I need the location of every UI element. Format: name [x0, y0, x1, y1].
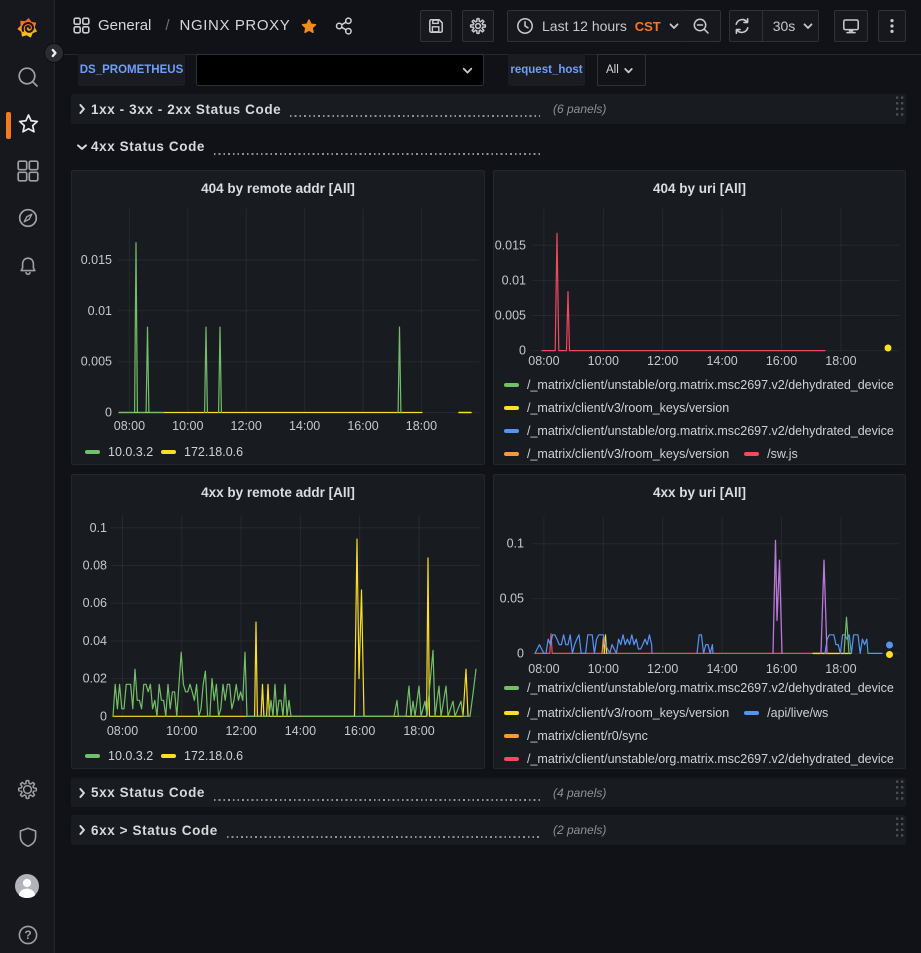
svg-text:0.005: 0.005	[81, 355, 112, 369]
svg-text:0.02: 0.02	[83, 672, 107, 686]
svg-text:12:00: 12:00	[231, 419, 262, 433]
svg-text:10:00: 10:00	[166, 724, 197, 738]
svg-text:10:00: 10:00	[172, 419, 203, 433]
svg-text:0.005: 0.005	[495, 309, 526, 323]
svg-text:14:00: 14:00	[706, 354, 737, 368]
svg-text:0.1: 0.1	[90, 521, 107, 535]
svg-text:18:00: 18:00	[403, 724, 434, 738]
svg-text:16:00: 16:00	[347, 419, 378, 433]
svg-text:0.015: 0.015	[81, 253, 112, 267]
svg-text:08:00: 08:00	[114, 419, 145, 433]
svg-text:18:00: 18:00	[406, 419, 437, 433]
svg-text:16:00: 16:00	[344, 724, 375, 738]
svg-text:0.06: 0.06	[83, 596, 107, 610]
svg-text:08:00: 08:00	[528, 354, 559, 368]
svg-text:18:00: 18:00	[825, 662, 856, 676]
svg-text:0.01: 0.01	[502, 273, 526, 287]
svg-text:14:00: 14:00	[285, 724, 316, 738]
svg-text:0: 0	[517, 646, 524, 660]
svg-text:10:00: 10:00	[588, 354, 619, 368]
svg-text:0.1: 0.1	[507, 537, 524, 551]
svg-text:0: 0	[100, 709, 107, 723]
svg-text:10:00: 10:00	[588, 662, 619, 676]
svg-text:12:00: 12:00	[647, 354, 678, 368]
svg-text:12:00: 12:00	[647, 662, 678, 676]
svg-text:?: ?	[24, 928, 31, 942]
svg-text:0: 0	[105, 406, 112, 420]
svg-text:0.01: 0.01	[88, 304, 112, 318]
svg-text:08:00: 08:00	[107, 724, 138, 738]
svg-text:0.04: 0.04	[83, 634, 107, 648]
svg-text:16:00: 16:00	[766, 354, 797, 368]
svg-text:14:00: 14:00	[706, 662, 737, 676]
svg-text:08:00: 08:00	[528, 662, 559, 676]
svg-text:14:00: 14:00	[289, 419, 320, 433]
svg-text:0: 0	[519, 344, 526, 358]
svg-text:0.05: 0.05	[500, 592, 524, 606]
svg-text:0.015: 0.015	[495, 238, 526, 252]
svg-text:12:00: 12:00	[225, 724, 256, 738]
svg-text:18:00: 18:00	[825, 354, 856, 368]
svg-text:0.08: 0.08	[83, 559, 107, 573]
svg-text:16:00: 16:00	[766, 662, 797, 676]
